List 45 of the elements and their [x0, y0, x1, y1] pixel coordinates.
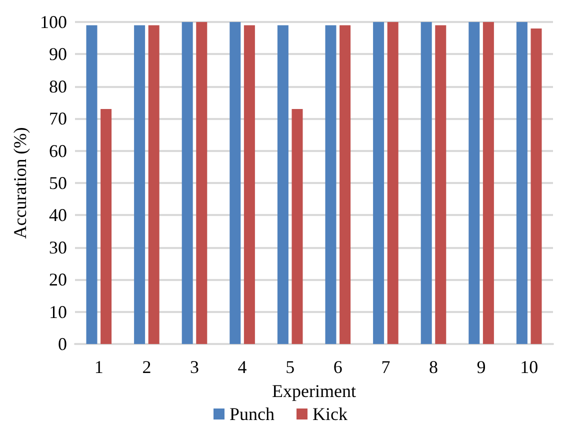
x-tick-label: 3	[190, 357, 199, 377]
bar	[148, 25, 160, 344]
x-tick-label: 4	[238, 357, 247, 377]
bar	[530, 28, 542, 344]
bar	[516, 22, 528, 344]
x-tick-label: 1	[94, 357, 104, 377]
x-tick-label: 9	[476, 357, 486, 377]
legend-label: Punch	[230, 404, 275, 424]
y-axis-title: Accuration (%)	[10, 127, 30, 239]
bar	[277, 25, 288, 344]
x-tick-label: 5	[286, 357, 295, 377]
bar	[387, 22, 398, 344]
y-tick-label: 70	[49, 108, 67, 129]
x-tick-label: 10	[520, 357, 538, 377]
bar	[420, 22, 432, 344]
y-tick-label: 60	[49, 140, 67, 161]
bar	[468, 22, 480, 344]
bar	[230, 22, 241, 344]
bar	[86, 25, 98, 344]
bar	[373, 22, 384, 344]
bar	[182, 22, 193, 344]
y-tick-label: 20	[49, 270, 67, 290]
x-axis-title: Experiment	[272, 381, 356, 401]
bar	[325, 25, 336, 344]
y-tick-label: 0	[58, 334, 67, 354]
x-tick-label: 7	[381, 357, 390, 377]
bar	[134, 25, 146, 344]
y-tick-label: 50	[49, 173, 67, 193]
bar	[482, 22, 494, 344]
y-tick-label: 30	[49, 237, 67, 258]
bar	[100, 108, 112, 344]
bar	[244, 25, 255, 344]
y-tick-label: 100	[40, 12, 67, 32]
bar	[292, 108, 303, 344]
x-tick-label: 2	[142, 357, 152, 377]
bar	[340, 25, 351, 344]
x-tick-label: 8	[429, 357, 438, 377]
y-tick-label: 10	[49, 302, 67, 322]
y-tick-label: 80	[49, 76, 67, 96]
y-tick-label: 40	[49, 205, 67, 226]
bar	[196, 22, 208, 344]
y-tick-label: 90	[49, 44, 67, 64]
legend-label: Kick	[312, 404, 348, 424]
x-tick-label: 6	[333, 357, 342, 377]
bar	[435, 25, 446, 344]
